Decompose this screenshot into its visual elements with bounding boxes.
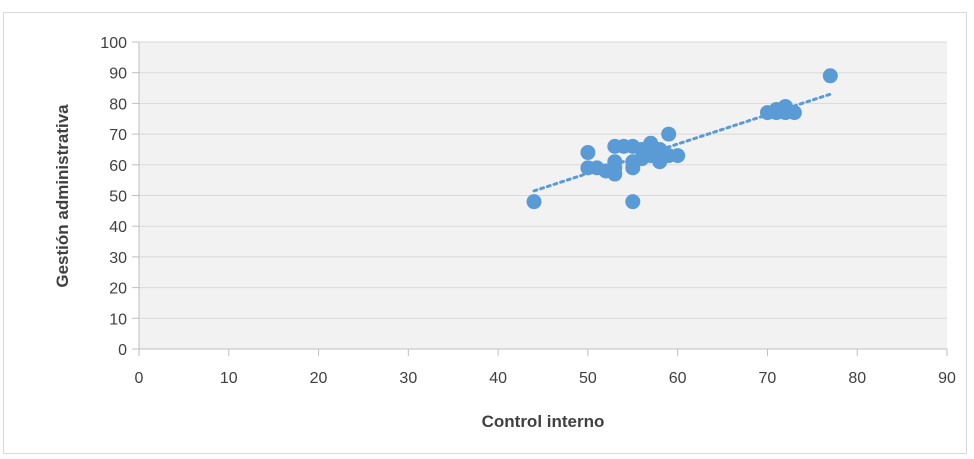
y-tick-labels: 0 10 20 30 40 50 60 70 80 90 100 <box>100 35 127 359</box>
y-tick-label-50: 50 <box>109 189 127 206</box>
data-point-13 <box>625 194 641 210</box>
y-tick-label-30: 30 <box>109 250 127 267</box>
y-tick-label-70: 70 <box>109 127 127 144</box>
x-tick-label-0: 0 <box>135 370 144 387</box>
data-points <box>526 68 838 210</box>
x-tick-label-90: 90 <box>938 370 956 387</box>
y-tick-label-10: 10 <box>109 311 127 328</box>
y-tick-label-80: 80 <box>109 96 127 113</box>
data-point-31 <box>822 68 838 84</box>
x-tick-label-80: 80 <box>848 370 866 387</box>
data-point-22 <box>661 126 677 142</box>
y-tick-label-40: 40 <box>109 219 127 236</box>
x-tick-label-70: 70 <box>759 370 777 387</box>
x-tick-labels: 0 10 20 30 40 50 60 70 80 90 <box>135 370 956 387</box>
axes <box>132 41 948 356</box>
x-tick-label-30: 30 <box>399 370 417 387</box>
y-tick-label-100: 100 <box>100 35 127 52</box>
data-point-8 <box>607 160 623 176</box>
data-point-1 <box>580 145 596 161</box>
y-axis-title: Gestión administrativa <box>53 104 72 288</box>
y-tick-label-20: 20 <box>109 281 127 298</box>
data-point-0 <box>526 194 542 210</box>
x-tick-label-40: 40 <box>489 370 507 387</box>
y-tick-label-0: 0 <box>118 342 127 359</box>
x-tick-label-20: 20 <box>310 370 328 387</box>
data-point-30 <box>786 105 802 121</box>
x-tick-label-10: 10 <box>220 370 238 387</box>
x-tick-label-60: 60 <box>669 370 687 387</box>
gridlines <box>139 41 947 319</box>
data-point-24 <box>670 148 686 164</box>
x-tick-label-50: 50 <box>579 370 597 387</box>
y-tick-label-60: 60 <box>109 158 127 175</box>
y-tick-label-90: 90 <box>109 66 127 83</box>
x-axis-title: Control interno <box>482 412 605 431</box>
data-point-12 <box>625 160 641 176</box>
